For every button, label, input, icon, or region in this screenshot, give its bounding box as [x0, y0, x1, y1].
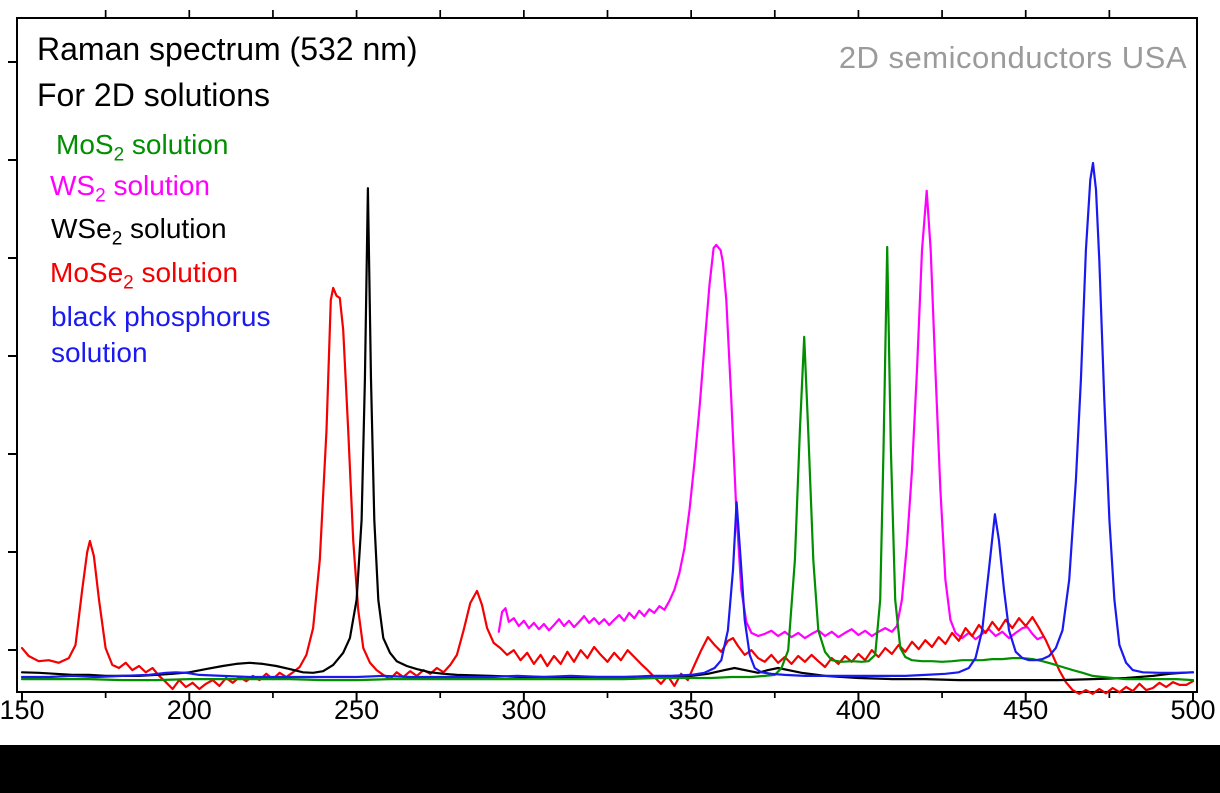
- x-axis-tick-label: 350: [669, 695, 714, 725]
- series-mos2-solution: [20, 245, 1195, 682]
- x-axis-tick-label: 450: [1003, 695, 1048, 725]
- watermark-text: 2D semiconductors USA: [838, 40, 1187, 75]
- x-axis-tick-label: 250: [334, 695, 379, 725]
- chart-title-line2: For 2D solutions: [37, 77, 270, 113]
- x-axis-tick-label: 200: [167, 695, 212, 725]
- plot-frame: [16, 17, 1198, 693]
- x-axis-tick-label: 400: [836, 695, 881, 725]
- chart-title-line1: Raman spectrum (532 nm): [37, 31, 418, 67]
- chart-title: Raman spectrum (532 nm) For 2D solutions: [37, 26, 418, 118]
- series-black-phosphorus-solution: [20, 161, 1195, 679]
- x-axis-tick-label: 150: [0, 695, 45, 725]
- letterbox-bar: [0, 745, 1220, 793]
- series-wse2-solution: [20, 187, 1195, 682]
- x-axis-tick-label: 500: [1170, 695, 1215, 725]
- series-ws2-solution: [497, 189, 1044, 641]
- x-axis-tick-label: 300: [501, 695, 546, 725]
